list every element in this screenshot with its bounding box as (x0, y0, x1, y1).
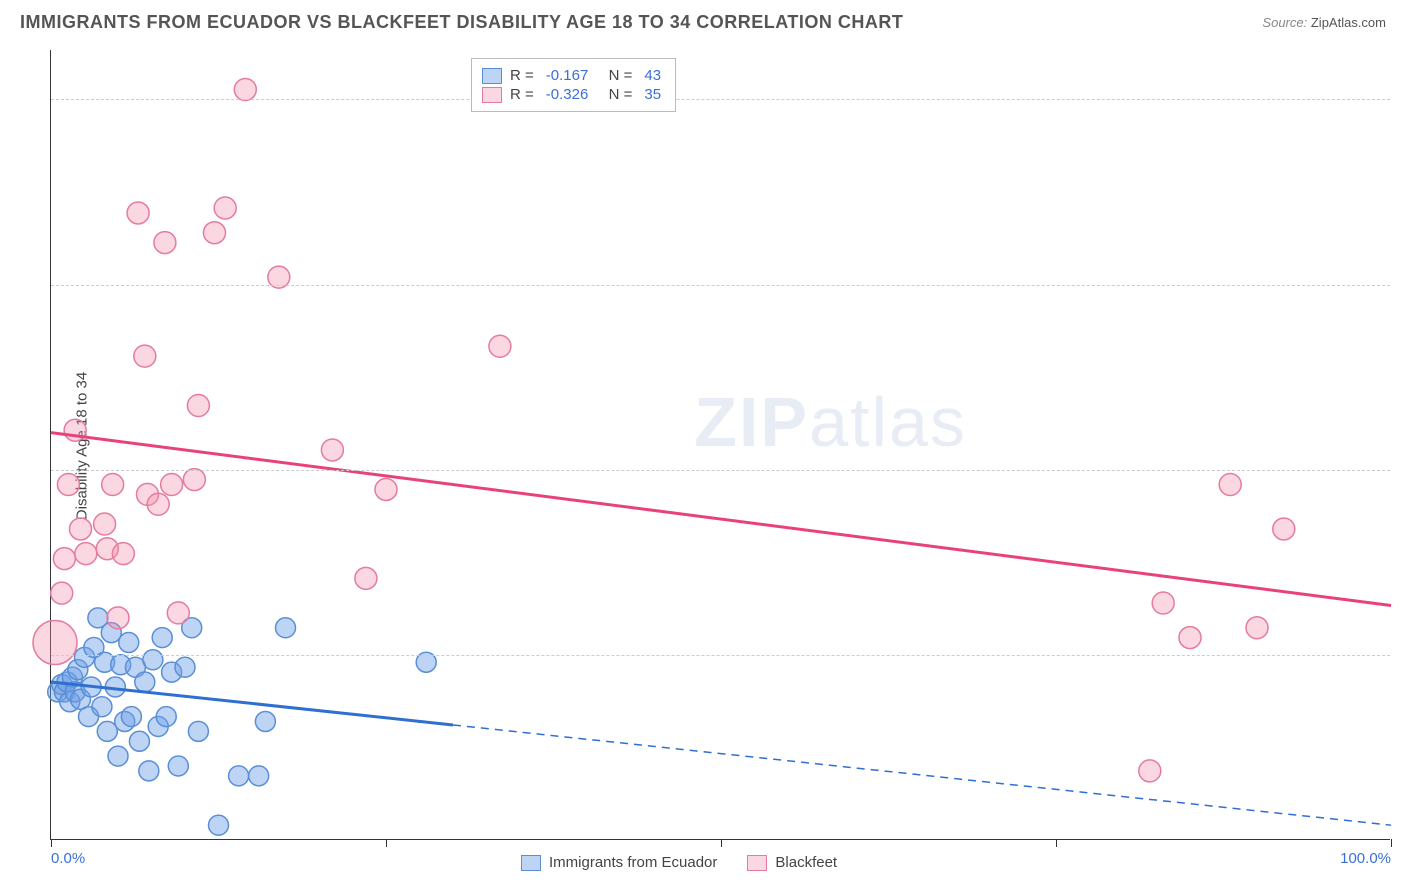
data-point-blackfeet (161, 474, 183, 496)
data-point-blackfeet (134, 345, 156, 367)
legend-correlation: R = -0.167 N = 43 R = -0.326 N = 35 (471, 58, 676, 112)
data-point-blackfeet (234, 79, 256, 101)
data-point-ecuador (175, 657, 195, 677)
source-attribution: Source: ZipAtlas.com (1262, 15, 1386, 30)
legend-series: Immigrants from Ecuador Blackfeet (521, 854, 837, 871)
gridline-h (51, 655, 1390, 656)
legend-item-ecuador: Immigrants from Ecuador (521, 854, 717, 871)
data-point-blackfeet (187, 395, 209, 417)
data-point-ecuador (108, 746, 128, 766)
data-point-ecuador (135, 672, 155, 692)
chart-svg (51, 50, 1390, 839)
y-tick-label: 22.5% (1400, 276, 1406, 293)
data-point-blackfeet (355, 567, 377, 589)
legend-swatch-icon (482, 68, 502, 84)
data-point-ecuador (121, 707, 141, 727)
legend-n-label: N = (600, 86, 632, 103)
data-point-blackfeet (1152, 592, 1174, 614)
data-point-blackfeet (489, 335, 511, 357)
legend-r-label: R = (510, 86, 534, 103)
data-point-ecuador (209, 815, 229, 835)
legend-swatch-icon (747, 855, 767, 871)
y-tick-label: 30.0% (1400, 91, 1406, 108)
x-tick (51, 839, 52, 847)
legend-swatch-icon (521, 855, 541, 871)
data-point-blackfeet (147, 493, 169, 515)
y-tick-label: 7.5% (1400, 646, 1406, 663)
data-point-blackfeet (1219, 474, 1241, 496)
trendline-blackfeet (51, 433, 1391, 606)
data-point-ecuador (276, 618, 296, 638)
chart-header: IMMIGRANTS FROM ECUADOR VS BLACKFEET DIS… (20, 12, 1386, 33)
plot-area: 7.5%15.0%22.5%30.0%0.0%100.0%ZIPatlasR =… (50, 50, 1390, 840)
data-point-blackfeet (1273, 518, 1295, 540)
legend-r-label: R = (510, 67, 534, 84)
data-point-ecuador (92, 697, 112, 717)
data-point-blackfeet (53, 548, 75, 570)
gridline-h (51, 470, 1390, 471)
data-point-blackfeet (33, 621, 77, 665)
data-point-blackfeet (112, 543, 134, 565)
data-point-blackfeet (214, 197, 236, 219)
legend-n-label: N = (600, 67, 632, 84)
x-tick (386, 839, 387, 847)
data-point-ecuador (129, 731, 149, 751)
data-point-ecuador (97, 721, 117, 741)
legend-item-label: Immigrants from Ecuador (549, 854, 717, 871)
data-point-ecuador (249, 766, 269, 786)
data-point-blackfeet (94, 513, 116, 535)
data-point-blackfeet (375, 478, 397, 500)
data-point-ecuador (168, 756, 188, 776)
data-point-blackfeet (1246, 617, 1268, 639)
data-point-blackfeet (102, 474, 124, 496)
data-point-blackfeet (154, 232, 176, 254)
source-label: Source: (1262, 15, 1307, 30)
x-tick (1056, 839, 1057, 847)
legend-r-value: -0.326 (546, 86, 589, 103)
data-point-ecuador (139, 761, 159, 781)
trendline-dashed-ecuador (453, 725, 1391, 825)
data-point-blackfeet (1139, 760, 1161, 782)
gridline-h (51, 99, 1390, 100)
data-point-blackfeet (203, 222, 225, 244)
data-point-ecuador (152, 628, 172, 648)
data-point-blackfeet (183, 469, 205, 491)
x-tick (721, 839, 722, 847)
legend-item-label: Blackfeet (775, 854, 837, 871)
legend-item-blackfeet: Blackfeet (747, 854, 837, 871)
data-point-blackfeet (127, 202, 149, 224)
source-value: ZipAtlas.com (1311, 15, 1386, 30)
data-point-blackfeet (75, 543, 97, 565)
x-tick-label: 100.0% (1340, 850, 1391, 867)
gridline-h (51, 285, 1390, 286)
data-point-blackfeet (51, 582, 73, 604)
legend-r-value: -0.167 (546, 67, 589, 84)
legend-row-ecuador: R = -0.167 N = 43 (482, 67, 665, 84)
data-point-blackfeet (167, 602, 189, 624)
chart-title: IMMIGRANTS FROM ECUADOR VS BLACKFEET DIS… (20, 12, 903, 33)
data-point-ecuador (255, 712, 275, 732)
data-point-blackfeet (321, 439, 343, 461)
data-point-blackfeet (57, 474, 79, 496)
legend-n-value: 43 (644, 67, 661, 84)
legend-row-blackfeet: R = -0.326 N = 35 (482, 86, 665, 103)
data-point-blackfeet (69, 518, 91, 540)
data-point-ecuador (143, 650, 163, 670)
legend-swatch-icon (482, 87, 502, 103)
x-tick (1391, 839, 1392, 847)
data-point-blackfeet (1179, 627, 1201, 649)
legend-n-value: 35 (644, 86, 661, 103)
data-point-ecuador (156, 707, 176, 727)
y-tick-label: 15.0% (1400, 461, 1406, 478)
data-point-ecuador (229, 766, 249, 786)
data-point-ecuador (188, 721, 208, 741)
data-point-ecuador (119, 633, 139, 653)
x-tick-label: 0.0% (51, 850, 85, 867)
data-point-blackfeet (107, 607, 129, 629)
